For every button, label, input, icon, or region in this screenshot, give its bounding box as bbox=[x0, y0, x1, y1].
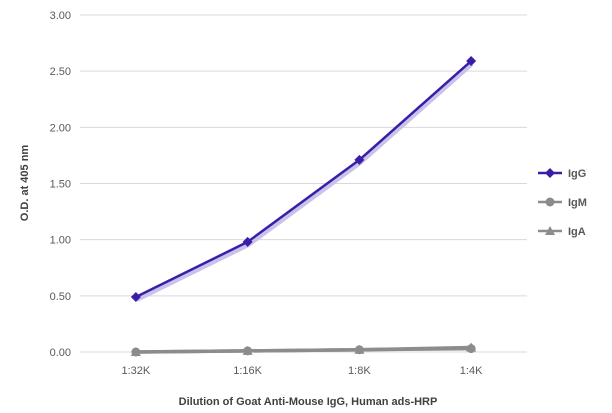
legend: IgG IgM IgA bbox=[538, 168, 587, 238]
legend-marker bbox=[545, 197, 555, 207]
series-igm bbox=[131, 344, 476, 357]
data-point bbox=[131, 347, 141, 357]
series-igg bbox=[130, 56, 477, 302]
data-point bbox=[354, 154, 365, 165]
legend-item-iga: IgA bbox=[538, 226, 586, 238]
y-tick-label: 1.50 bbox=[50, 179, 71, 191]
series-line bbox=[135, 346, 472, 354]
y-tick-label: 0.00 bbox=[50, 347, 71, 359]
legend-item-igg: IgG bbox=[538, 168, 586, 180]
data-point bbox=[466, 344, 476, 354]
y-tick-label: 3.00 bbox=[50, 10, 71, 22]
x-tick-labels: 1:32K 1:16K 1:8K 1:4K bbox=[122, 365, 484, 377]
data-point bbox=[130, 291, 141, 302]
y-tick-label: 1.00 bbox=[50, 235, 71, 247]
gridlines bbox=[80, 14, 527, 353]
legend-label: IgM bbox=[568, 197, 587, 209]
series-line bbox=[135, 60, 472, 299]
x-tick-label: 1:16K bbox=[233, 365, 262, 377]
y-tick-label: 2.00 bbox=[50, 122, 71, 134]
data-point bbox=[354, 345, 364, 355]
series-layer bbox=[130, 56, 477, 357]
legend-item-igm: IgM bbox=[538, 197, 587, 209]
series-shadow bbox=[135, 62, 474, 302]
y-axis-title: O.D. at 405 nm bbox=[19, 145, 31, 222]
y-tick-labels: 0.00 0.50 1.00 1.50 2.00 2.50 3.00 bbox=[50, 10, 71, 359]
data-point bbox=[243, 346, 253, 356]
data-point bbox=[466, 56, 477, 67]
x-tick-label: 1:8K bbox=[348, 365, 371, 377]
data-point bbox=[242, 236, 253, 247]
legend-label: IgG bbox=[568, 168, 586, 180]
y-tick-label: 0.50 bbox=[50, 291, 71, 303]
x-tick-label: 1:32K bbox=[122, 365, 151, 377]
x-tick-label: 1:4K bbox=[460, 365, 483, 377]
y-tick-label: 2.50 bbox=[50, 66, 71, 78]
legend-label: IgA bbox=[568, 226, 586, 238]
legend-marker bbox=[545, 168, 555, 178]
x-axis-title: Dilution of Goat Anti-Mouse IgG, Human a… bbox=[179, 396, 438, 408]
legend-marker bbox=[545, 226, 555, 235]
